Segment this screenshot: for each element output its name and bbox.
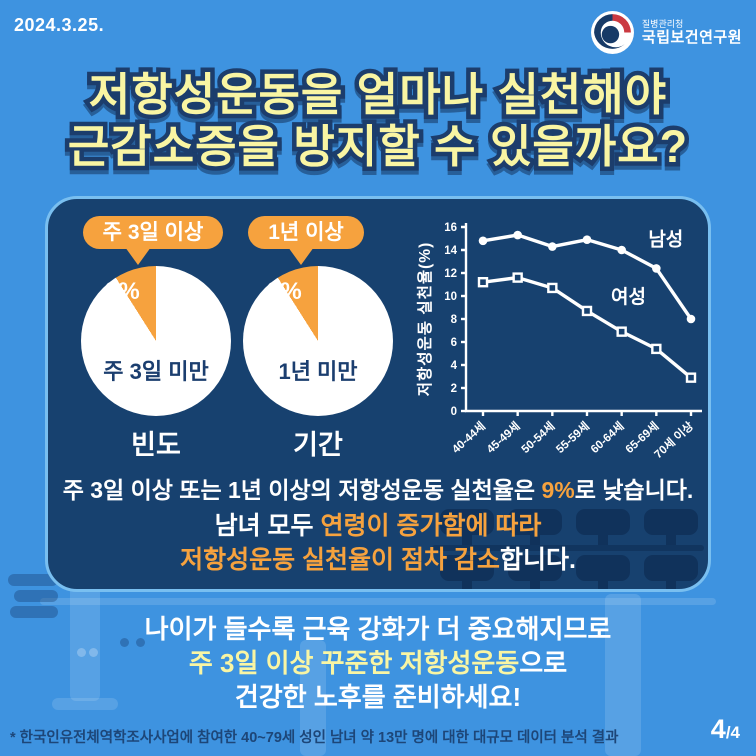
dumbbell-silhouette — [576, 555, 630, 589]
finding1-pre: 주 3일 이상 또는 1년 이상의 저항성운동 실천율은 — [62, 477, 542, 503]
svg-text:45-49세: 45-49세 — [484, 419, 523, 456]
svg-text:16: 16 — [444, 222, 457, 234]
finding1-highlight: 9% — [541, 477, 575, 503]
pie-duration-caption: 기간 — [293, 430, 343, 460]
pie-duration-main-label: 1년 미만 — [278, 359, 358, 384]
page-number-current: 4 — [710, 714, 726, 744]
data-panel: 주 3일 이상 1년 이상 9% 주 3일 미만 빈도 9% 1년 미만 기간 … — [45, 196, 711, 592]
svg-text:50-54세: 50-54세 — [518, 419, 557, 456]
svg-text:14: 14 — [444, 245, 457, 257]
kdca-emblem-icon — [590, 11, 634, 54]
finding-sentence-1: 주 3일 이상 또는 1년 이상의 저항성운동 실천율은 9%로 낮습니다. — [48, 471, 708, 505]
dumbbell-silhouette — [508, 555, 562, 589]
dumbbell-silhouette — [508, 509, 562, 545]
pie-frequency-slice-value: 9% — [105, 278, 140, 305]
advice-line3: 건강한 노후를 준비하세요! — [234, 682, 522, 712]
agency-name-large: 국립보건연구원 — [641, 29, 742, 47]
svg-text:남성: 남성 — [648, 228, 683, 250]
page-number: 4/4 — [711, 714, 740, 745]
page-number-total: /4 — [725, 723, 740, 742]
svg-text:70세 이상: 70세 이상 — [651, 419, 696, 462]
agency-name: 질병관리청 국립보건연구원 — [642, 19, 742, 47]
dumbbell-silhouette — [576, 509, 630, 545]
badge-year1plus-label: 1년 이상 — [268, 221, 344, 244]
svg-text:저항성운동 실천율(%): 저항성운동 실천율(%) — [416, 242, 434, 397]
dumbbell-silhouette — [440, 555, 494, 589]
dumbbell-silhouette — [440, 509, 494, 545]
badge-week3plus-label: 주 3일 이상 — [102, 221, 204, 244]
svg-text:12: 12 — [444, 268, 457, 280]
pie-duration-slice-value: 9% — [267, 278, 302, 305]
svg-text:55-59세: 55-59세 — [553, 419, 592, 456]
bg-rack-bar — [40, 598, 716, 605]
svg-text:8: 8 — [451, 314, 458, 326]
pie-frequency-main-label: 주 3일 미만 — [103, 359, 209, 384]
finding3-highlight: 저항성운동 실천율이 점차 감소 — [180, 546, 500, 574]
finding1-post: 로 낮습니다. — [574, 477, 694, 503]
finding2-pre: 남녀 모두 — [214, 512, 321, 540]
finding3-post: 합니다. — [499, 546, 576, 574]
dumbbell-silhouette — [644, 555, 698, 589]
finding-sentence-2: 남녀 모두 연령이 증가함에 따라 저항성운동 실천율이 점차 감소합니다. — [48, 509, 708, 577]
svg-text:0: 0 — [451, 406, 457, 418]
badge-pointer-icon — [288, 247, 314, 265]
advice-line2-post: 으로 — [519, 648, 568, 678]
date-label: 2024.3.25. — [14, 15, 105, 35]
data-panel-inner: 주 3일 이상 1년 이상 9% 주 3일 미만 빈도 9% 1년 미만 기간 … — [48, 199, 708, 589]
svg-text:10: 10 — [444, 291, 457, 303]
advice-line1: 나이가 들수록 근육 강화가 더 중요해지므로 — [144, 614, 612, 644]
pie-chart-frequency: 9% 주 3일 미만 — [81, 266, 231, 416]
pie-chart-duration: 9% 1년 미만 — [243, 266, 393, 416]
svg-text:60-64세: 60-64세 — [588, 419, 627, 456]
svg-text:40-44세: 40-44세 — [449, 419, 488, 456]
svg-text:6: 6 — [451, 337, 457, 349]
badge-year1plus: 1년 이상 — [248, 216, 364, 265]
title-line1: 저항성운동을 얼마나 실천해야 — [89, 69, 667, 120]
svg-text:4: 4 — [451, 360, 458, 372]
pie-frequency-caption: 빈도 — [131, 430, 181, 460]
footnote: * 한국인유전체역학조사사업에 참여한 40~79세 성인 남녀 약 13만 명… — [10, 730, 619, 746]
rack-shelf — [432, 545, 704, 551]
finding2-highlight: 연령이 증가함에 따라 — [320, 512, 542, 540]
bg-dumbbell — [14, 590, 58, 602]
agency-name-small: 질병관리청 — [641, 18, 684, 29]
page-title: 저항성운동을 얼마나 실천해야 근감소증을 방지할 수 있을까요? — [63, 65, 691, 177]
svg-text:2: 2 — [451, 383, 457, 395]
agency-logo: 질병관리청 국립보건연구원 — [590, 10, 742, 55]
dumbbell-silhouette — [644, 509, 698, 545]
badge-week3plus: 주 3일 이상 — [83, 216, 223, 265]
badge-pointer-icon — [125, 247, 151, 265]
svg-text:여성: 여성 — [611, 286, 646, 308]
advice-block: 나이가 들수록 근육 강화가 더 중요해지므로 주 3일 이상 꾸준한 저항성운… — [0, 612, 756, 714]
line-chart-practice-rate-by-age: 저항성운동 실천율(%) 0 2 4 6 8 10 12 14 16 40-44세45-49세50-… — [416, 222, 702, 462]
title-line2: 근감소증을 방지할 수 있을까요? — [68, 121, 688, 172]
advice-line2-highlight: 주 3일 이상 꾸준한 저항성운동 — [188, 648, 520, 678]
